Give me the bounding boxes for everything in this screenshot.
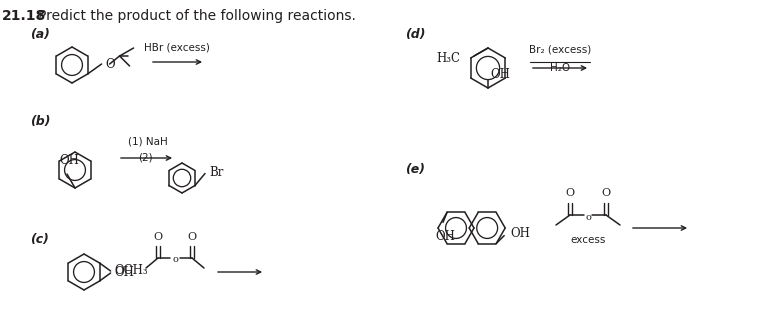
Text: Predict the product of the following reactions.: Predict the product of the following rea… (38, 9, 356, 23)
Text: OH: OH (490, 68, 510, 81)
Text: o: o (172, 255, 178, 265)
Text: OH: OH (59, 154, 79, 167)
Text: (a): (a) (30, 28, 50, 41)
Text: (2): (2) (138, 153, 153, 163)
Text: OH: OH (114, 266, 135, 280)
Text: (d): (d) (405, 28, 425, 41)
Text: O: O (601, 188, 611, 198)
Text: Br: Br (209, 166, 223, 179)
Text: OCH₃: OCH₃ (114, 265, 148, 278)
Text: OH: OH (511, 227, 530, 240)
Text: HBr (excess): HBr (excess) (144, 43, 210, 53)
Text: (1) NaH: (1) NaH (128, 137, 168, 147)
Text: excess: excess (570, 235, 606, 245)
Text: (b): (b) (30, 115, 50, 128)
Text: Br₂ (excess): Br₂ (excess) (529, 44, 591, 54)
Text: H₃C: H₃C (436, 52, 460, 65)
Text: 21.18: 21.18 (2, 9, 46, 23)
Text: O: O (187, 232, 197, 242)
Text: O: O (565, 188, 575, 198)
Text: o: o (585, 212, 591, 222)
Text: (c): (c) (30, 233, 49, 246)
Text: (e): (e) (405, 163, 425, 176)
Text: H₂O: H₂O (550, 63, 570, 73)
Text: O: O (106, 58, 115, 71)
Text: O: O (153, 232, 163, 242)
Text: OH: OH (435, 231, 455, 243)
